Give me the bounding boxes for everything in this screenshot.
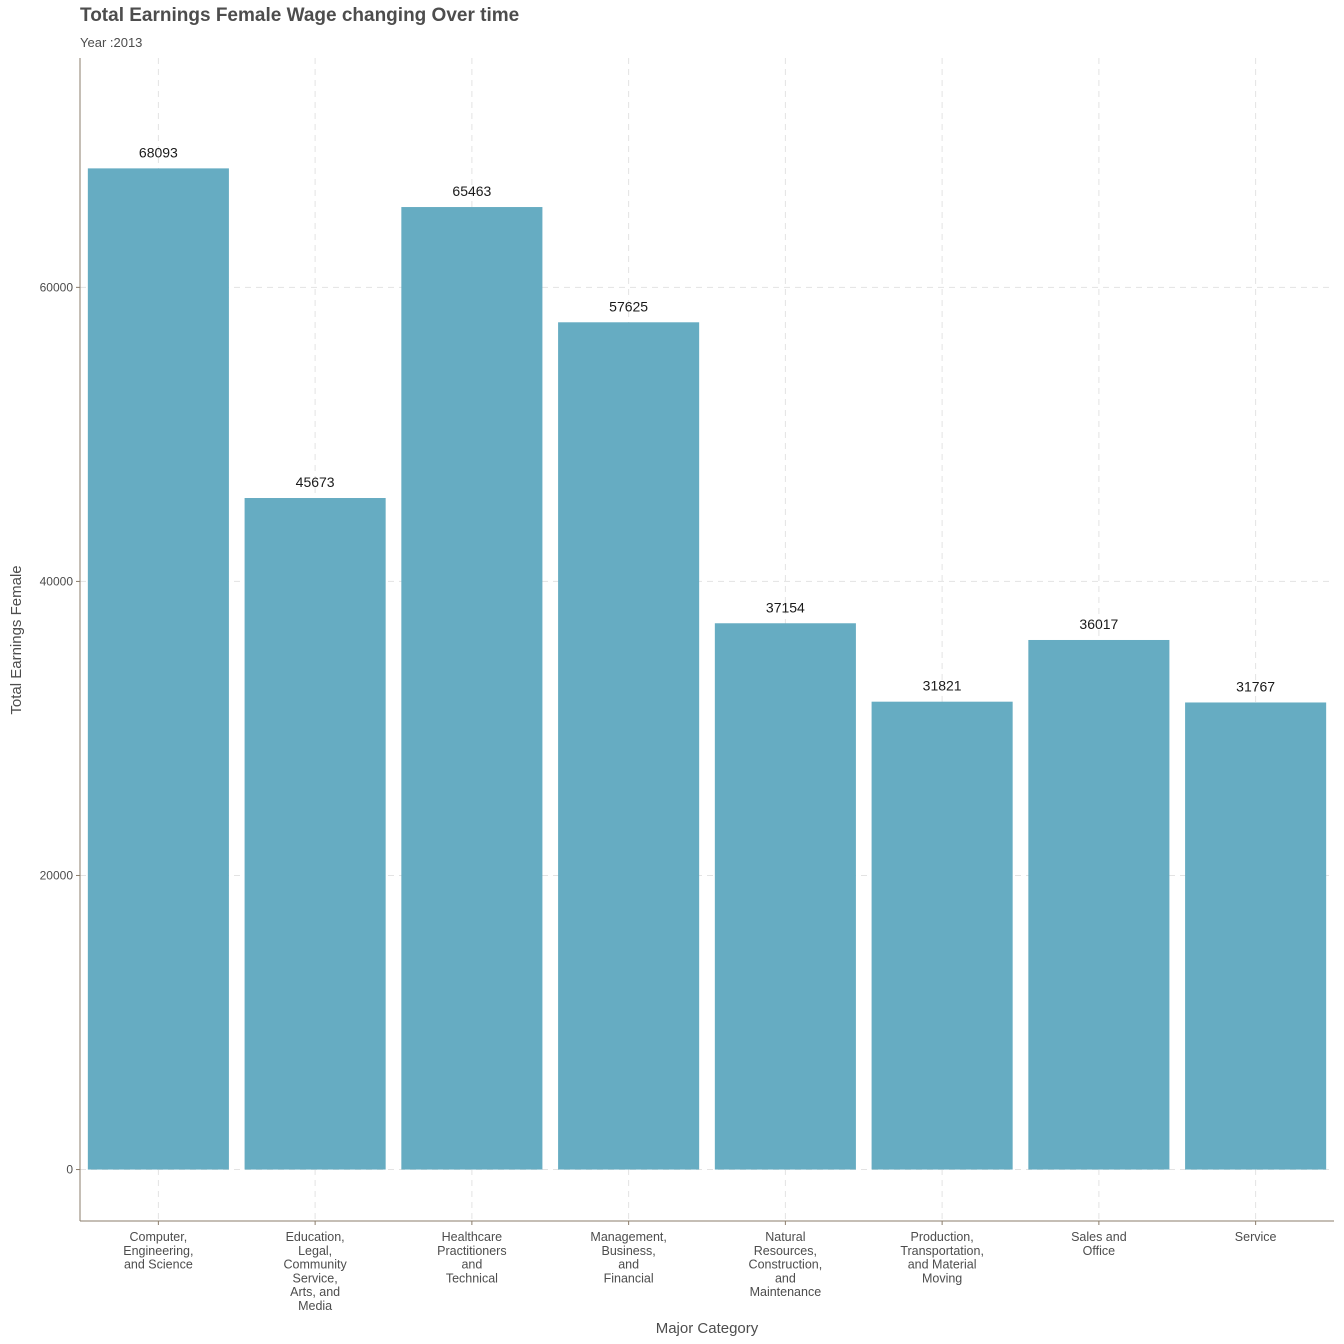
data-label: 31767 bbox=[1236, 678, 1275, 694]
x-tick-label-line: Service, bbox=[293, 1271, 338, 1285]
bar bbox=[401, 207, 543, 1170]
axes bbox=[76, 58, 1334, 1225]
bar bbox=[558, 322, 700, 1170]
x-tick-label-line: Financial bbox=[604, 1271, 654, 1285]
x-tick-label-line: Community bbox=[284, 1258, 348, 1272]
x-tick-label-line: and Material bbox=[908, 1258, 977, 1272]
x-tick-label: Sales and Office bbox=[1071, 1230, 1127, 1258]
x-tick-label-line: Business, bbox=[602, 1244, 656, 1258]
bar bbox=[244, 498, 386, 1170]
bar bbox=[714, 623, 856, 1170]
chart-title: Total Earnings Female Wage changing Over… bbox=[80, 5, 520, 26]
x-axis-title: Major Category bbox=[656, 1320, 759, 1337]
x-tick-label-line: Transportation, bbox=[900, 1244, 984, 1258]
bar bbox=[87, 168, 229, 1170]
x-tick-label-line: and bbox=[775, 1271, 796, 1285]
x-tick-label-line: Engineering, bbox=[123, 1244, 193, 1258]
x-tick-label-line: Moving bbox=[922, 1271, 962, 1285]
bar bbox=[871, 701, 1013, 1170]
x-tick-label-line: and bbox=[461, 1258, 482, 1272]
y-tick-label: 60000 bbox=[40, 280, 74, 294]
x-tick-label-line: Healthcare bbox=[442, 1230, 502, 1244]
x-tick-label-line: Legal, bbox=[298, 1244, 332, 1258]
bar bbox=[1028, 639, 1170, 1170]
x-tick-label-line: Practitioners bbox=[437, 1244, 506, 1258]
x-tick-label-line: Construction, bbox=[749, 1258, 823, 1272]
x-tick-label: Natural Resources, Construction, and Mainten… bbox=[749, 1230, 823, 1299]
data-label: 68093 bbox=[139, 144, 178, 160]
x-tick-label-line: Maintenance bbox=[750, 1285, 822, 1299]
x-tick-label-line: Office bbox=[1083, 1244, 1115, 1258]
y-tick-label: 20000 bbox=[40, 868, 74, 882]
data-label: 57625 bbox=[609, 298, 648, 314]
data-label: 65463 bbox=[452, 183, 491, 199]
x-tick-label-line: Management, bbox=[590, 1230, 666, 1244]
x-tick-label-line: Sales and bbox=[1071, 1230, 1127, 1244]
x-tick-label-line: Natural bbox=[765, 1230, 805, 1244]
x-tick-label-line: and bbox=[618, 1258, 639, 1272]
x-tick-label-line: Education, bbox=[286, 1230, 345, 1244]
bars bbox=[87, 168, 1327, 1170]
y-axis-title: Total Earnings Female bbox=[8, 565, 25, 714]
data-label: 37154 bbox=[766, 599, 805, 615]
x-tick-label-line: Production, bbox=[911, 1230, 974, 1244]
data-label: 45673 bbox=[296, 474, 335, 490]
y-tick-label: 40000 bbox=[40, 574, 74, 588]
chart-subtitle: Year :2013 bbox=[80, 35, 143, 50]
x-tick-label: Production, Transportation, and Material Mo… bbox=[900, 1230, 984, 1285]
data-label: 31821 bbox=[923, 678, 962, 694]
x-tick-label-line: Computer, bbox=[130, 1230, 188, 1244]
x-tick-label: Service bbox=[1235, 1230, 1277, 1244]
x-tick-label-line: and Science bbox=[124, 1258, 193, 1272]
x-tick-label: Education, Legal, Community Service, Arts, a… bbox=[284, 1230, 348, 1313]
x-tick-label-line: Technical bbox=[446, 1271, 498, 1285]
x-tick-label-line: Service bbox=[1235, 1230, 1277, 1244]
x-tick-label-line: Resources, bbox=[754, 1244, 817, 1258]
y-tick-label: 0 bbox=[66, 1163, 73, 1177]
data-label: 36017 bbox=[1079, 616, 1118, 632]
x-tick-label: Healthcare Practitioners and Technical bbox=[437, 1230, 506, 1285]
x-tick-label-line: Arts, and bbox=[290, 1285, 340, 1299]
bar bbox=[1185, 702, 1327, 1170]
x-tick-label: Management, Business, and Financial bbox=[590, 1230, 666, 1285]
x-tick-label-line: Media bbox=[298, 1299, 332, 1313]
x-tick-label: Computer, Engineering, and Science bbox=[123, 1230, 193, 1272]
